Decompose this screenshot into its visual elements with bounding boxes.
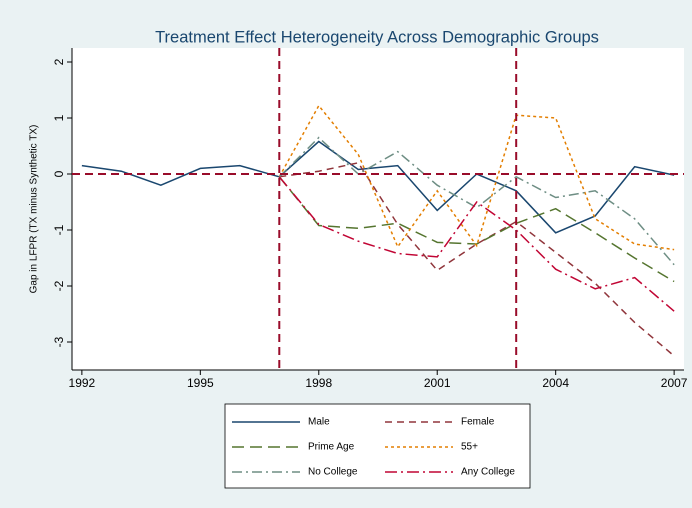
x-tick-label: 2007 xyxy=(661,376,688,390)
x-tick-label: 1998 xyxy=(305,376,332,390)
y-tick-label: -3 xyxy=(52,336,66,347)
legend-label: Male xyxy=(308,417,330,428)
y-tick-label: -2 xyxy=(52,280,66,291)
x-tick-label: 1995 xyxy=(187,376,214,390)
plot-area xyxy=(72,48,684,370)
series-line xyxy=(278,136,675,266)
series-line xyxy=(278,104,675,251)
y-tick-label: 0 xyxy=(52,170,66,177)
series-line xyxy=(279,161,675,357)
series-line xyxy=(81,140,675,234)
series-line xyxy=(278,176,675,312)
legend-label: Female xyxy=(461,417,495,428)
y-tick-label: -1 xyxy=(52,224,66,235)
x-tick-label: 2004 xyxy=(542,376,569,390)
legend-box xyxy=(224,403,531,489)
chart-title: Treatment Effect Heterogeneity Across De… xyxy=(155,28,599,46)
legend-label: 55+ xyxy=(461,442,478,453)
x-tick-label: 2001 xyxy=(424,376,451,390)
legend-label: No College xyxy=(308,467,358,478)
legend-label: Prime Age xyxy=(308,442,355,453)
y-axis-title: Gap in LFPR (TX minus Synthetic TX) xyxy=(29,125,40,294)
y-tick-label: 1 xyxy=(52,114,66,121)
x-tick-label: 1992 xyxy=(69,376,96,390)
legend-label: Any College xyxy=(461,467,515,478)
y-tick-label: 2 xyxy=(52,58,66,65)
series-line xyxy=(278,176,675,283)
